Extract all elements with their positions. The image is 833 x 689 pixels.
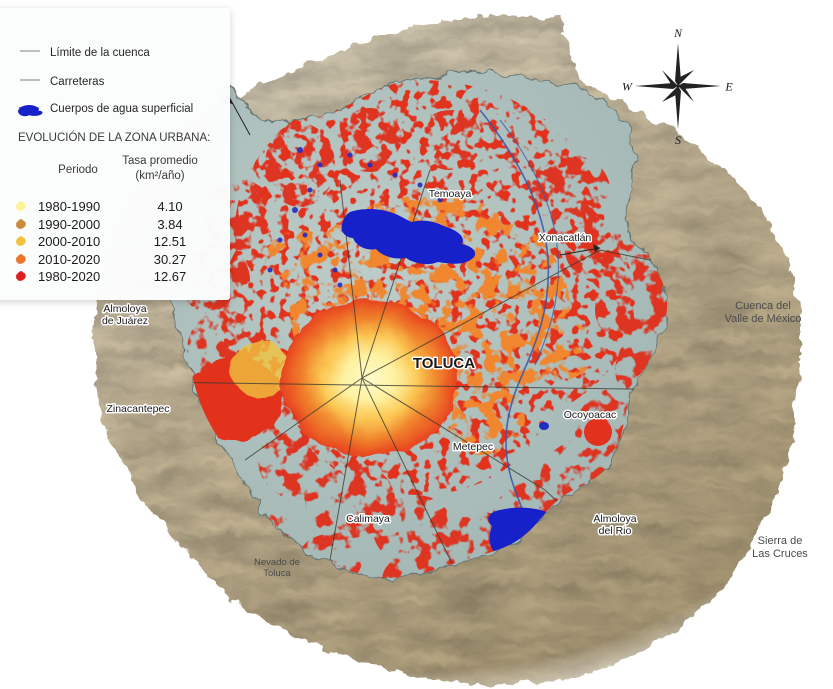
svg-text:Calimaya: Calimaya — [346, 513, 390, 525]
svg-text:Metepec: Metepec — [453, 441, 493, 453]
svg-text:Cuenca del: Cuenca del — [735, 300, 791, 312]
svg-text:3.84: 3.84 — [157, 217, 182, 232]
svg-text:EVOLUCIÓN DE LA ZONA URBANA:: EVOLUCIÓN DE LA ZONA URBANA: — [18, 131, 210, 144]
svg-text:W: W — [622, 80, 633, 94]
svg-text:E: E — [724, 80, 733, 94]
svg-text:Periodo: Periodo — [58, 164, 98, 176]
svg-text:4.10: 4.10 — [157, 199, 182, 214]
svg-text:Xonacatlán: Xonacatlán — [539, 232, 592, 244]
svg-text:12.67: 12.67 — [154, 269, 187, 284]
svg-text:Temoaya: Temoaya — [429, 188, 472, 200]
svg-text:(km²/año): (km²/año) — [135, 170, 184, 182]
svg-text:Carreteras: Carreteras — [50, 76, 105, 88]
svg-text:1980-1990: 1980-1990 — [38, 199, 100, 214]
svg-text:Tasa promedio: Tasa promedio — [122, 155, 197, 167]
svg-text:Almoloya: Almoloya — [103, 303, 146, 315]
svg-text:del Rio: del Rio — [599, 525, 632, 537]
svg-text:1990-2000: 1990-2000 — [38, 217, 100, 232]
svg-text:N: N — [673, 26, 683, 40]
svg-text:30.27: 30.27 — [154, 252, 187, 267]
svg-text:S: S — [675, 133, 681, 147]
svg-text:de Juárez: de Juárez — [102, 315, 148, 327]
svg-text:1980-2020: 1980-2020 — [38, 269, 100, 284]
svg-text:2010-2020: 2010-2020 — [38, 252, 100, 267]
svg-text:Sierra de: Sierra de — [758, 535, 803, 547]
svg-text:Ocoyoacac: Ocoyoacac — [564, 409, 617, 421]
svg-text:Límite de la cuenca: Límite de la cuenca — [50, 47, 150, 59]
svg-text:Nevado de: Nevado de — [254, 557, 300, 568]
svg-text:2000-2010: 2000-2010 — [38, 234, 100, 249]
svg-text:Zinacantepec: Zinacantepec — [106, 403, 169, 415]
svg-text:12.51: 12.51 — [154, 234, 187, 249]
svg-text:Valle de México: Valle de México — [725, 313, 802, 325]
svg-text:Cuerpos de agua superficial: Cuerpos de agua superficial — [50, 103, 193, 115]
svg-text:Toluca: Toluca — [263, 568, 291, 579]
svg-text:Almoloya: Almoloya — [593, 513, 636, 525]
svg-text:Las Cruces: Las Cruces — [752, 548, 808, 560]
svg-text:TOLUCA: TOLUCA — [413, 355, 475, 372]
